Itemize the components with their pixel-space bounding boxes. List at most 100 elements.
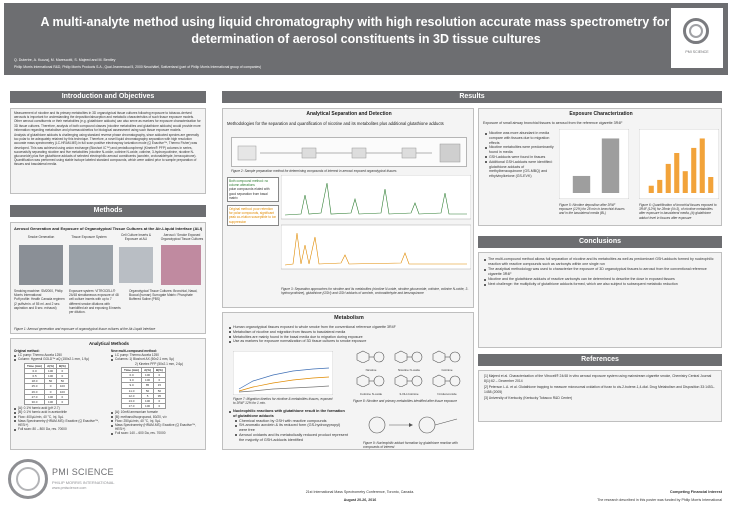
orig-table-cell: 18.0 — [23, 378, 46, 385]
section-references-heading: References — [478, 354, 722, 366]
chromatogram-trace-new — [284, 182, 467, 216]
figure-5-chart — [559, 129, 629, 199]
bullet-dot — [485, 146, 487, 149]
orig-flow-item: Flow: 400µL/min, 40 °C, Inj. 5µL — [14, 415, 108, 419]
bar — [699, 138, 705, 193]
new-ms-item: Mass Spectrometry (HRAM-MS): Exactive (Q… — [111, 423, 205, 431]
original-gradient-table: Time (min) A(%) B(%) 0.0 100 0 0.5 100 0 18.0 50 5… — [23, 362, 69, 406]
metabolism-bullet-text: Human organotypical tissues exposed to w… — [233, 325, 396, 329]
exposure-bullet-item: GSH-adducts were found in tissues — [485, 155, 555, 160]
table-row: 18.0 50 50 — [23, 378, 69, 385]
intro-panel: Measurement of nicotine and its primary … — [10, 108, 206, 194]
metabolism-bullet-text: Metabolism of nicotine and migration fro… — [233, 329, 346, 334]
conclusion-text: The analytical methodology was used to c… — [488, 267, 707, 276]
orig-table-cell: 0 — [55, 372, 69, 380]
orig-table-cell: 100 — [44, 399, 57, 406]
new-columns: Columns: 1) Bioshort AX (50x2.1 mm, 5µ) — [115, 357, 174, 362]
orig-ms-item: Mass Spectrometry (HRAM-MS): Exactive (Q… — [14, 419, 108, 427]
conclusion-item: The analytical methodology was used to c… — [484, 267, 716, 277]
exposure-bullet-text: Nicotine was more abundant in media comp… — [489, 131, 550, 145]
migration-kinetics-chart — [233, 351, 333, 395]
new-table-cell: 0.0 — [120, 371, 143, 379]
chem-label: 3-OH-Cotinine — [399, 392, 419, 396]
conclusion-item: Next challenge: the multiplicity of glut… — [484, 282, 716, 287]
bar — [682, 171, 688, 193]
table-row: 25.0 0 100 — [23, 383, 69, 390]
conclusions-list: The multi-compound method allows full se… — [484, 257, 716, 287]
new-columns-item: Columns: 1) Bioshort AX (50x2.1 mm, 5µ) — [111, 357, 205, 361]
bullet-dot — [484, 268, 486, 271]
new-gradient-table: Time (min) A(%) B(%) 0.0 100 0 3.0 100 0 9.0 85 15… — [120, 366, 166, 410]
exposure-title: Exposure Characterization — [569, 111, 633, 117]
exposure-bullet-text: Nicotine metabolites were predominantly … — [489, 145, 554, 155]
gsh-sub-bullet-text: Chemical reaction by GSH with reactive c… — [239, 418, 327, 423]
footer-logo-main: PMI SCIENCE — [52, 467, 114, 477]
logo-ring-icon — [683, 18, 709, 44]
gsh-sub-bullet-item: Chemical reaction by GSH with reactive c… — [235, 419, 349, 424]
exposure-panel: Exposure Characterization Exposure of sm… — [478, 108, 722, 226]
affiliation: Philip Morris International R&D, Philip … — [14, 65, 262, 69]
metabolism-bullet-text: Metabolites are mainly found in the basa… — [233, 334, 363, 339]
footer-logo-url: www.pmiscience.com — [52, 486, 87, 490]
table-row: 0.0 100 0 — [23, 367, 69, 375]
gsh-sub-bullet-text: Aerosol oxidants and its metabolically r… — [239, 432, 348, 442]
molecule-icon — [394, 374, 423, 388]
smoking-machine-text: Smoking machine: SM2000, Philip Morris I… — [14, 289, 66, 310]
exposure-bullet-item: Nicotine metabolites were predominantly … — [485, 145, 555, 155]
table-row: 9.0 85 15 — [120, 382, 166, 389]
table-row: 26.0 0 100 — [23, 388, 69, 395]
table-row: 3.0 100 0 — [120, 377, 166, 384]
bullet-dot — [485, 161, 487, 164]
bullet-dot — [235, 434, 237, 437]
section-results-heading: Results — [222, 91, 722, 103]
metabolism-bullets: Human organotypical tissues exposed to w… — [229, 325, 469, 344]
metabolism-bullet-item: Metabolites are mainly found in the basa… — [229, 335, 469, 340]
smoking-machine-image — [19, 245, 63, 285]
figure-3-caption: Figure 3: Separation approaches for nico… — [281, 287, 469, 296]
new-a: [A]: 10mM ammonium formate — [115, 410, 158, 415]
bar — [708, 177, 714, 193]
gsh-sub-bullet-item: Aerosol oxidants and its metabolically r… — [235, 433, 349, 443]
bar — [601, 138, 620, 193]
conclusions-panel: The multi-compound method allows full se… — [478, 252, 722, 348]
exposure-bullets: Nicotine was more abundant in media comp… — [485, 131, 555, 179]
table-row: 27.0 100 0 — [23, 393, 69, 401]
new-table-header-2: B(%) — [152, 366, 166, 374]
orig-table-cell: 100 — [55, 388, 69, 395]
exposure-bullet-item: Additional GSH-adducts were identified: … — [485, 160, 555, 179]
gsh-sub-bullets: Chemical reaction by GSH with reactive c… — [229, 419, 349, 443]
orig-table-cell: 27.0 — [23, 393, 46, 401]
table-row: 0.5 100 0 — [23, 372, 69, 380]
figure-6-caption: Figure 6: Quantification of bronchial ti… — [639, 203, 717, 220]
orig-scan: Full scan: 80 – 800 Da, res. 70000 — [18, 427, 67, 432]
section-intro-heading: Introduction and Objectives — [10, 91, 206, 103]
step-1-label: Smoke Generation — [27, 235, 55, 239]
bar — [657, 179, 663, 193]
new-table-cell: 0 — [152, 371, 166, 379]
bar — [572, 175, 591, 193]
title-line-2: determination of aerosol constituents in… — [191, 32, 541, 46]
new-flow-item: Flow: 250µL/min, 40 °C, Inj. 5µL — [111, 419, 205, 423]
orig-ms: Mass Spectrometry (HRAM-MS): Exactive (Q… — [18, 418, 99, 428]
metabolism-panel: Metabolism Human organotypical tissues e… — [222, 312, 474, 450]
logo-mid-ring-icon — [16, 467, 40, 491]
new-lc: LC pump: Thermo Accela 1250 — [115, 353, 159, 358]
exposure-system-text: Exposure system: VITROCELL® 24/48 simult… — [69, 289, 121, 315]
exposure-bullet-text: Additional GSH-adducts were identified: … — [489, 159, 553, 179]
chem-label: Cotinine — [441, 368, 453, 372]
logo-text: PMI SCIENCE — [685, 50, 709, 54]
molecule-icon — [356, 374, 385, 388]
orig-table-cell: 100 — [55, 383, 69, 390]
new-table-header-0: Time (min) — [120, 366, 143, 374]
chem-structure: N-Glucuronide — [429, 373, 465, 396]
new-lc-item: LC pump: Thermo Accela 1250 — [111, 353, 205, 357]
bullet-dot — [484, 258, 486, 261]
bullet-dot — [484, 278, 486, 281]
exposure-bullet-text: GSH-adducts were found in tissues — [489, 154, 546, 159]
references-list: [1] Majeed et al. Characterization of th… — [484, 374, 716, 401]
chromatogram-trace-original — [284, 232, 467, 266]
poster-title: A multi-analyte method using liquid chro… — [14, 14, 718, 48]
table-row: 0.0 100 0 — [120, 371, 166, 379]
analytical-title: Analytical Methods — [88, 341, 129, 346]
new-a-item: [A]: 10mM ammonium formate — [111, 410, 205, 414]
